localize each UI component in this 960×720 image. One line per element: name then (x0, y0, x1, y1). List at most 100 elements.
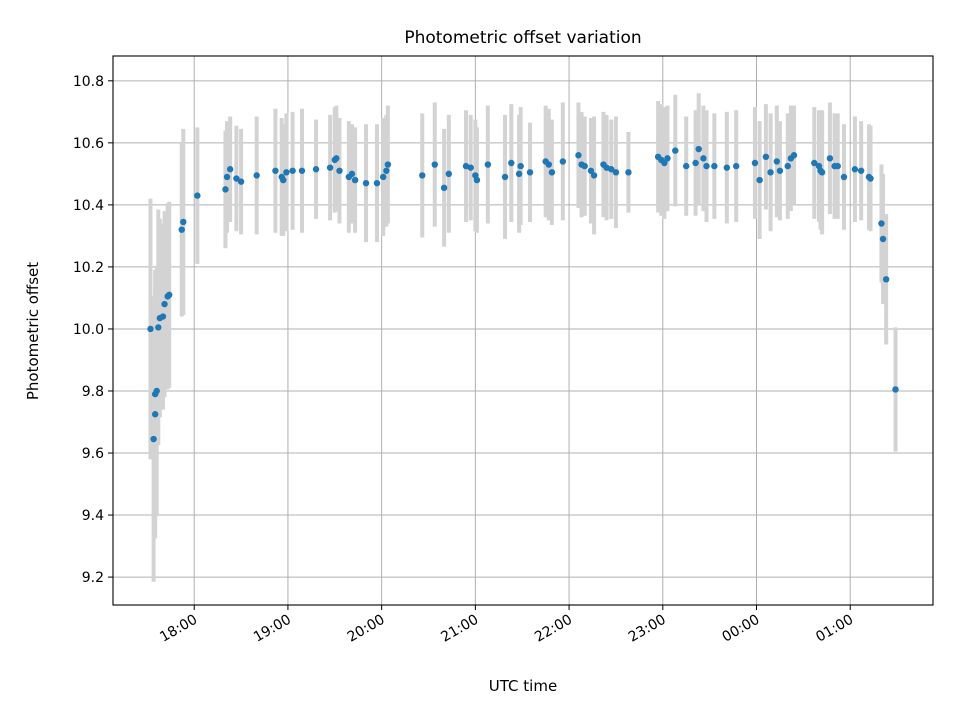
data-point (373, 179, 381, 187)
data-point (733, 162, 740, 170)
y-tick-label: 9.6 (82, 446, 104, 462)
data-point (711, 162, 718, 170)
data-point (283, 169, 290, 176)
data-point (683, 162, 690, 170)
x-axis-label: UTC time (489, 677, 557, 695)
y-tick-label: 9.2 (82, 570, 104, 586)
data-point (826, 155, 834, 162)
data-point (440, 184, 448, 192)
data-point (151, 411, 159, 418)
data-point (840, 173, 848, 181)
data-point (851, 166, 859, 173)
data-point (756, 176, 763, 184)
data-point (253, 172, 260, 179)
y-tick-label: 10.2 (73, 260, 104, 276)
data-point (333, 155, 340, 162)
data-point (590, 172, 598, 179)
data-point (222, 186, 229, 193)
data-point (467, 164, 474, 171)
data-point (159, 313, 167, 320)
data-point (818, 169, 826, 176)
data-point (348, 170, 356, 178)
data-point (751, 159, 759, 167)
data-point (672, 147, 679, 154)
data-point (431, 161, 438, 168)
data-point (587, 167, 595, 174)
data-point (834, 162, 841, 170)
data-points (147, 145, 899, 443)
y-tick-label: 9.8 (82, 384, 104, 400)
data-point (661, 159, 668, 167)
y-axis-label: Photometric offset (24, 262, 42, 400)
plot-frame (112, 55, 934, 606)
data-point (155, 324, 162, 331)
data-point (608, 166, 615, 173)
data-point (336, 167, 343, 174)
data-point (575, 152, 582, 159)
data-point (380, 173, 387, 181)
data-point (326, 164, 334, 171)
data-point (664, 155, 671, 162)
data-point (289, 167, 296, 174)
y-tick-label: 10.0 (73, 322, 104, 338)
data-point (419, 172, 426, 179)
data-point (445, 170, 453, 178)
data-point (226, 166, 234, 173)
data-point (879, 235, 887, 243)
data-point (178, 226, 185, 233)
data-point (147, 325, 154, 333)
data-point (867, 175, 874, 182)
data-point (233, 175, 240, 182)
data-point (161, 300, 168, 308)
data-point (312, 166, 320, 173)
data-point (882, 276, 890, 283)
data-point (762, 153, 770, 161)
data-point (581, 162, 588, 170)
data-point (383, 167, 390, 174)
data-point (723, 164, 731, 171)
data-point (703, 162, 710, 170)
data-point (892, 386, 899, 393)
data-point (811, 159, 818, 167)
data-point (484, 161, 492, 168)
y-tick-label: 10.4 (73, 198, 104, 214)
data-point (473, 176, 481, 184)
data-point (776, 167, 784, 174)
data-point (351, 176, 359, 184)
data-point (272, 167, 279, 174)
data-point (790, 152, 798, 159)
y-tick-label: 10.6 (73, 136, 104, 152)
chart-title: Photometric offset variation (404, 28, 641, 48)
data-point (878, 220, 885, 227)
data-point (548, 169, 556, 176)
data-point (180, 218, 187, 226)
data-point (700, 155, 707, 162)
data-point (153, 387, 160, 395)
data-point (384, 161, 392, 168)
data-point (517, 162, 524, 170)
grid (113, 56, 933, 605)
data-point (237, 178, 245, 185)
data-point (362, 179, 370, 187)
data-point (223, 173, 231, 181)
y-tick-label: 9.4 (82, 508, 104, 524)
data-point (280, 176, 287, 184)
data-point (625, 169, 632, 176)
data-point (773, 158, 781, 165)
data-point (857, 167, 865, 174)
data-point (612, 169, 620, 176)
data-point (767, 169, 774, 176)
data-point (508, 159, 515, 167)
data-point (194, 192, 201, 199)
data-point (298, 167, 306, 174)
data-point (784, 162, 791, 170)
data-point (545, 161, 552, 168)
data-point (526, 169, 534, 176)
data-point (515, 170, 523, 178)
data-point (695, 145, 702, 153)
y-tick-label: 10.8 (73, 74, 104, 90)
data-point (150, 435, 157, 443)
data-point (166, 291, 173, 299)
y-axis: 9.2 9.4 9.6 9.8 10.0 10.2 10.4 10.6 10.8 (73, 74, 113, 586)
